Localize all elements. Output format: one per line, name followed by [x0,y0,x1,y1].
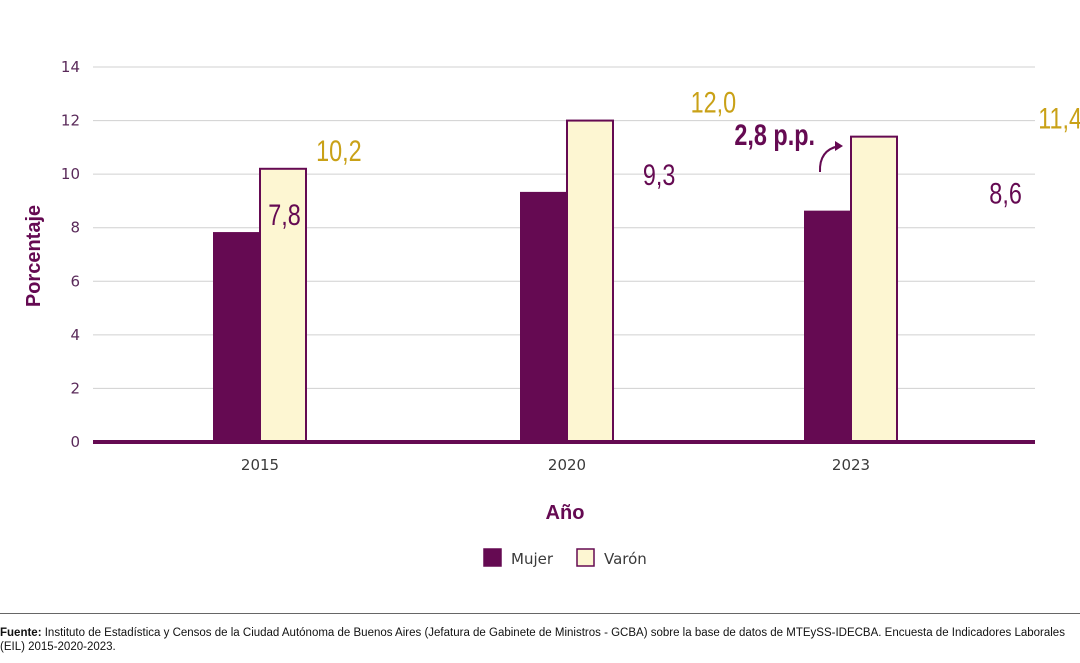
legend-swatch [576,548,595,567]
bar-varn-2020 [566,119,614,443]
y-tick-label: 8 [70,219,80,237]
x-axis-title: Año [546,502,585,524]
bar-mujer-2015 [213,232,261,443]
bar-varn-2015 [259,167,307,444]
footer-divider [0,613,1080,614]
difference-annotation: 2,8 p.p. [734,118,843,173]
x-axis-ticks: 2015 2020 2023 [241,456,870,474]
y-tick-label: 2 [70,379,80,397]
data-label: 7,8 [268,198,301,231]
data-label: 9,3 [643,158,676,191]
annotation-arrowhead [835,141,843,151]
y-tick-label: 14 [61,58,80,76]
y-tick-label: 12 [61,112,80,130]
y-tick-label: 0 [70,433,80,451]
y-axis-title: Porcentaje [23,205,45,307]
legend: Mujer Varón [483,548,647,568]
annotation-text: 2,8 p.p. [734,118,815,151]
x-tick-label: 2015 [241,456,279,474]
data-label: 10,2 [316,134,362,167]
data-label: 8,6 [989,177,1022,210]
x-tick-label: 2023 [832,456,870,474]
source-note: Fuente: Instituto de Estadística y Censo… [0,626,1080,654]
source-label: Fuente: [0,627,42,639]
legend-swatch [483,548,502,567]
bar-mujer-2023 [804,210,852,443]
bar-mujer-2020 [520,191,568,443]
x-tick-label: 2020 [548,456,586,474]
legend-label: Varón [604,550,647,568]
bar-varn-2023 [850,135,898,443]
y-tick-label: 10 [61,165,80,183]
bars [213,119,898,444]
value-labels: 7,8 10,2 9,3 12,0 8,6 11,4 [268,86,1080,232]
y-axis-ticks: 0 2 4 6 8 10 12 14 [61,58,80,451]
y-tick-label: 4 [70,326,80,344]
y-tick-label: 6 [70,272,80,290]
data-label: 12,0 [691,86,737,119]
legend-label: Mujer [511,550,554,568]
source-text: Instituto de Estadística y Censos de la … [0,627,1065,653]
data-label: 11,4 [1038,102,1080,135]
